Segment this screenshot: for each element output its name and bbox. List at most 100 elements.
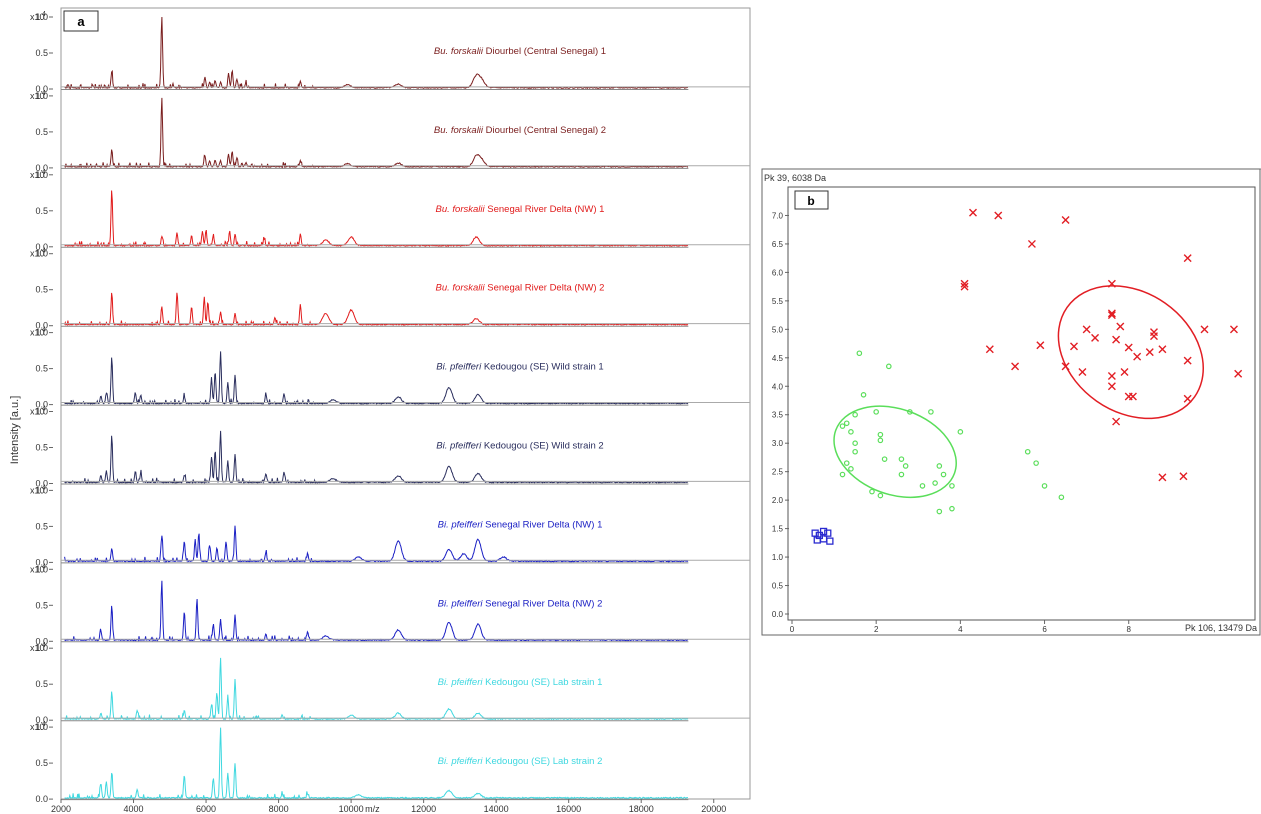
scatter-point-cross [1149, 332, 1158, 341]
scatter-point-square [824, 529, 832, 537]
scatter-y-tick-label: 6.5 [772, 240, 784, 249]
scatter-point-cross [1229, 325, 1238, 334]
scatter-point-circle [877, 437, 884, 444]
y-tick-label: 0.0 [35, 321, 48, 331]
spectrum-label: Bu. forskalii Diourbel (Central Senegal)… [434, 46, 606, 57]
scatter-point-cross [1036, 341, 1045, 350]
y-tick-label: 1.0 [35, 722, 48, 732]
scatter-y-tick-label: 1.5 [772, 525, 784, 534]
y-multiplier-exponent: 4 [42, 642, 46, 649]
scatter-point-cross [1133, 352, 1142, 361]
scatter-point-cross [1120, 368, 1129, 377]
scatter-point-cross [1011, 362, 1020, 371]
y-tick-label: 0.5 [35, 443, 48, 453]
y-multiplier-exponent: 4 [42, 248, 46, 255]
spectrum-label: Bu. forskalii Diourbel (Central Senegal)… [434, 125, 606, 136]
scatter-point-cross [1107, 382, 1116, 391]
x-tick-label: 6000 [196, 804, 216, 814]
scatter-point-circle [877, 431, 884, 438]
x-tick-label: 16000 [556, 804, 581, 814]
y-tick-label: 0.0 [35, 84, 48, 94]
spectrum-label: Bi. pfeifferi Senegal River Delta (NW) 2 [438, 598, 603, 609]
x-tick-label: 4000 [124, 804, 144, 814]
scatter-point-circle [852, 448, 858, 455]
scatter-point-square [811, 529, 819, 537]
scatter-point-circle [1041, 483, 1048, 489]
spectrum-label: Bi. pfeifferi Kedougou (SE) Lab strain 2 [438, 756, 603, 767]
scatter-x-tick-label: 8 [1127, 625, 1132, 634]
scatter-point-circle [839, 423, 846, 429]
scatter-point-cross [1107, 309, 1116, 318]
scatter-y-tick-label: 2.0 [772, 496, 784, 505]
y-tick-label: 1.0 [35, 564, 48, 574]
scatter-points [811, 208, 1243, 545]
spectrum-line [64, 580, 689, 642]
scatter-point-cross [1158, 473, 1167, 482]
y-tick-label: 1.0 [35, 328, 48, 338]
scatter-point-circle [957, 429, 964, 435]
scatter-point-circle [928, 409, 934, 415]
y-tick-label: 0.0 [35, 163, 48, 173]
spectra-x-axis: 2000 4000 6000 8000 10000 12000 14000 16000 1800… [51, 799, 726, 814]
scatter-point-circle [886, 363, 892, 370]
scatter-point-circle [936, 463, 943, 469]
scatter-point-circle [843, 420, 850, 427]
y-multiplier-label: x10 [30, 485, 45, 495]
spectrum-label: Bu. forskalii Senegal River Delta (NW) 1 [436, 204, 605, 215]
y-tick-label: 0.0 [35, 794, 48, 804]
scatter-point-cross [1091, 333, 1100, 342]
scatter-point-circle [1033, 460, 1039, 466]
scatter-y-tick-label: 5.5 [772, 297, 784, 306]
y-tick-label: 0.5 [35, 127, 48, 137]
scatter-point-cross [1124, 343, 1133, 352]
scatter-point-cross [1112, 417, 1121, 426]
y-tick-label: 0.0 [35, 479, 48, 489]
scatter-y-tick-label: 2.5 [772, 468, 784, 477]
x-tick-label: 20000 [701, 804, 726, 814]
y-multiplier-exponent: 4 [42, 169, 46, 176]
scatter-x-tick-label: 0 [790, 625, 795, 634]
spectrum-line [64, 351, 689, 406]
scatter-point-circle [843, 460, 850, 466]
scatter-point-circle [860, 392, 867, 398]
y-multiplier-label: x10 [30, 564, 45, 574]
panel-a-label: a [77, 14, 85, 29]
y-multiplier-label: x10 [30, 170, 45, 180]
y-tick-label: 0.0 [35, 557, 48, 567]
scatter-point-cross [1183, 394, 1192, 403]
scatter-point-cross [960, 282, 969, 291]
y-tick-label: 0.5 [35, 206, 48, 216]
scatter-point-cross [1082, 325, 1091, 334]
panel-b-label: b [807, 194, 814, 208]
y-multiplier-label: x10 [30, 12, 45, 22]
confidence-ellipse [833, 405, 957, 499]
spectrum-line [64, 430, 689, 484]
scatter-point-cross [1183, 254, 1192, 263]
scatter-y-tick-label: 5.0 [772, 325, 784, 334]
spectrum-line [64, 657, 689, 721]
y-tick-label: 1.0 [35, 12, 48, 22]
y-tick-label: 0.0 [35, 715, 48, 725]
scatter-point-square [819, 527, 828, 536]
y-tick-label: 0.5 [35, 521, 48, 531]
y-multiplier-exponent: 4 [42, 563, 46, 570]
scatter-outer-frame [761, 168, 1261, 636]
scatter-y-tick-label: 0.0 [772, 610, 784, 619]
y-tick-label: 0.5 [35, 679, 48, 689]
scatter-point-cross [1145, 348, 1154, 357]
scatter-point-circle [898, 456, 905, 462]
y-multiplier-label: x10 [30, 407, 45, 417]
scatter-point-cross [1027, 239, 1036, 248]
scatter-point-cross [1061, 216, 1070, 225]
scatter-point-circle [907, 409, 913, 415]
y-multiplier-exponent: 4 [42, 721, 46, 728]
scatter-point-circle [881, 456, 888, 462]
spectrum-line [64, 16, 688, 90]
spectrum-label: Bi. pfeifferi Kedougou (SE) Lab strain 1 [438, 677, 603, 688]
